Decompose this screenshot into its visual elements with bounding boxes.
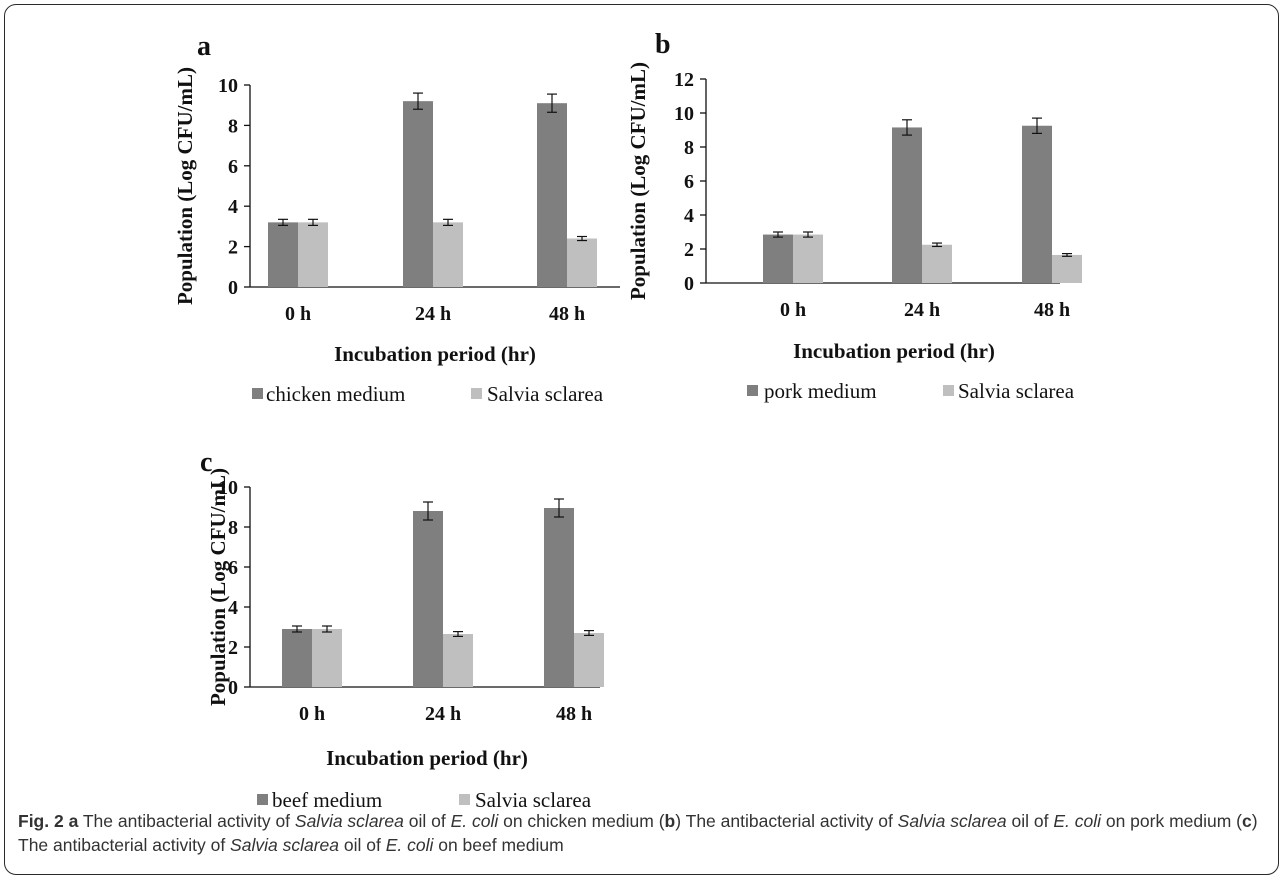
bar-medium [763, 234, 793, 283]
figure-caption: Fig. 2 a The antibacterial activity of S… [18, 809, 1273, 857]
y-tick-label: 10 [218, 477, 238, 499]
y-axis-title: Population (Log CFU/mL) [173, 67, 197, 305]
caption-part: Salvia sclarea [294, 811, 404, 831]
bar-medium [1022, 125, 1052, 283]
bar-medium [544, 508, 574, 687]
caption-part: on beef medium [433, 835, 564, 855]
y-axis-title: Population (Log CFU/mL) [626, 62, 650, 300]
y-tick-label: 8 [684, 137, 694, 159]
y-tick-label: 8 [228, 115, 238, 137]
caption-part: ) The antibacterial activity of [18, 811, 1258, 855]
y-tick-label: 4 [228, 597, 238, 619]
bar-salvia [1052, 254, 1082, 283]
legend-label: Salvia sclarea [958, 379, 1075, 403]
caption-part: on chicken medium ( [498, 811, 665, 831]
y-tick-label: 6 [228, 156, 238, 178]
caption-part: ) The antibacterial activity of [675, 811, 898, 831]
x-tick-label: 24 h [904, 299, 940, 321]
x-axis-title: Incubation period (hr) [326, 746, 528, 770]
panel-letter: a [197, 31, 211, 62]
legend-swatch [257, 794, 268, 805]
caption-body: a The antibacterial activity of Salvia s… [18, 811, 1258, 855]
bar-salvia [793, 234, 823, 283]
x-tick-label: 24 h [415, 303, 451, 325]
chart-panel-a: a 0 2 4 6 8 10 0 h 24 h 48 h Population (Log CFU/m… [173, 31, 620, 406]
bar-salvia [312, 629, 342, 687]
y-tick-label: 2 [228, 237, 238, 259]
caption-part: Salvia sclarea [897, 811, 1007, 831]
x-tick-label: 48 h [556, 703, 592, 725]
y-tick-label: 10 [674, 103, 694, 125]
caption-label: Fig. 2 [18, 811, 64, 831]
bar-salvia [567, 238, 597, 287]
caption-part: Salvia sclarea [230, 835, 339, 855]
caption-part: oil of [1006, 811, 1054, 831]
bar-medium [537, 103, 567, 288]
caption-part: a [68, 811, 79, 831]
bar-salvia [443, 634, 473, 687]
bar-salvia [298, 222, 328, 287]
bar-salvia [922, 244, 952, 283]
panel-letter: c [200, 447, 212, 478]
y-tick-label: 4 [684, 205, 694, 227]
y-axis-title: Population (Log CFU/mL) [206, 468, 230, 706]
x-tick-label: 0 h [299, 703, 325, 725]
caption-part: oil of [403, 811, 451, 831]
y-tick-label: 12 [674, 69, 694, 91]
y-tick-label: 4 [228, 196, 238, 218]
caption-part: b [664, 811, 676, 831]
legend-swatch [943, 385, 954, 396]
legend-swatch [471, 388, 482, 399]
y-tick-label: 2 [228, 637, 238, 659]
bar-salvia [433, 222, 463, 287]
caption-part: The antibacterial activity of [78, 811, 295, 831]
caption-part: oil of [339, 835, 386, 855]
bar-medium [282, 629, 312, 687]
legend-swatch [747, 385, 758, 396]
legend-swatch [459, 794, 470, 805]
x-tick-label: 0 h [780, 299, 806, 321]
legend-label: pork medium [764, 379, 877, 403]
bar-medium [892, 127, 922, 283]
bar-medium [268, 222, 298, 287]
y-tick-label: 0 [228, 677, 238, 699]
x-tick-label: 48 h [549, 303, 585, 325]
panel-letter: b [655, 29, 671, 60]
y-tick-label: 10 [218, 75, 238, 97]
bar-salvia [574, 633, 604, 687]
caption-part: E. coli [385, 835, 434, 855]
legend-label: Salvia sclarea [475, 788, 592, 812]
x-axis-title: Incubation period (hr) [793, 339, 995, 363]
legend-label: beef medium [272, 788, 382, 812]
y-tick-label: 2 [684, 239, 694, 261]
bar-medium [403, 101, 433, 287]
caption-part: E. coli [1053, 811, 1101, 831]
y-tick-label: 0 [684, 273, 694, 295]
x-tick-label: 0 h [285, 303, 311, 325]
x-axis-title: Incubation period (hr) [334, 342, 536, 366]
x-tick-label: 24 h [425, 703, 461, 725]
bar-medium [413, 511, 443, 687]
legend-label: chicken medium [266, 382, 405, 406]
y-tick-label: 6 [684, 171, 694, 193]
y-tick-label: 6 [228, 557, 238, 579]
y-tick-label: 8 [228, 517, 238, 539]
caption-part: E. coli [450, 811, 499, 831]
x-tick-label: 48 h [1034, 299, 1070, 321]
legend-swatch [252, 388, 263, 399]
chart-panel-c: c 0 2 4 6 8 10 0 h 24 h 48 h Population (Log CFU/m… [200, 447, 604, 812]
caption-part: on pork medium ( [1100, 811, 1243, 831]
y-tick-label: 0 [228, 277, 238, 299]
chart-panel-b: b 0 2 4 6 8 10 12 0 h 24 h 48 h Population (Log CFU… [626, 29, 1082, 403]
caption-part: c [1242, 811, 1252, 831]
figure-frame [4, 4, 1279, 875]
legend-label: Salvia sclarea [487, 382, 604, 406]
